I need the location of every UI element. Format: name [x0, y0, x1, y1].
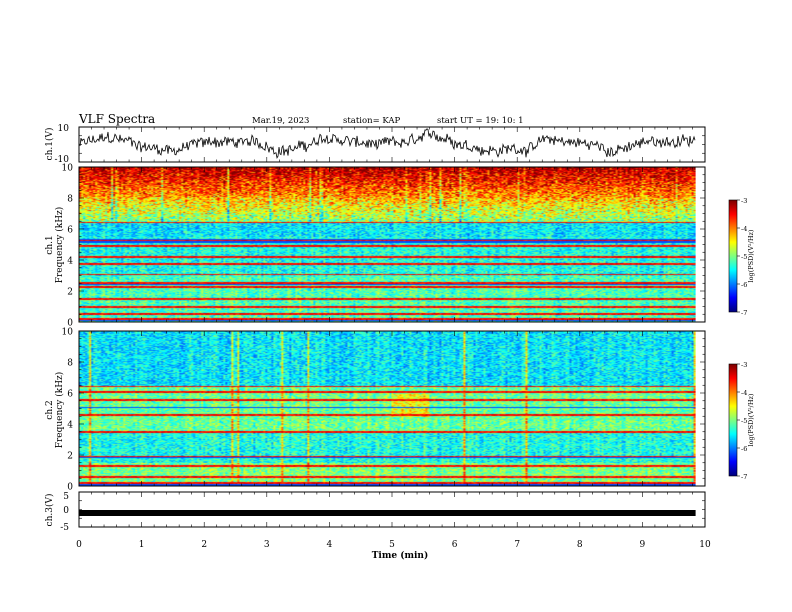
y-tick-label: 10 [62, 328, 74, 338]
ch3-ytick-mid: 0 [63, 506, 69, 516]
colorbar-tick-label: -6 [741, 281, 747, 289]
ch1-spectrogram-ylabel-freq: Frequency (kHz) [54, 207, 65, 284]
y-tick-label: 0 [67, 319, 73, 329]
x-tick-label: 5 [389, 540, 395, 550]
ch1-ytick-bottom: -10 [55, 155, 70, 165]
colorbar-tick-label: -3 [741, 197, 747, 205]
x-tick-label: 8 [577, 540, 583, 550]
ch1-spectrogram-ylabel-channel: ch.1 [45, 235, 55, 254]
y-tick-label: 6 [67, 390, 73, 400]
y-tick-label: 0 [67, 483, 73, 493]
ch2-spectrogram-ylabel-freq: Frequency (kHz) [54, 372, 65, 449]
ch1-spectrogram-image [79, 167, 696, 322]
ch1-colorbar-label: log(PSD)(V²/Hz) [747, 229, 755, 282]
x-tick-label: 7 [514, 540, 520, 550]
ch1-waveform-ylabel: ch.1(V) [44, 128, 55, 161]
ch2-colorbar-label: log(PSD)(V²/Hz) [747, 393, 755, 446]
ch3-ytick-top: 5 [63, 492, 69, 502]
y-tick-label: 6 [67, 226, 73, 236]
colorbar-tick-label: -4 [741, 389, 747, 397]
ch1-colorbar-ticks: -3 -4 -5 -6 -7 [737, 197, 747, 317]
ch2-spectrogram-image [79, 331, 696, 486]
x-tick-label: 6 [452, 540, 458, 550]
ch1-waveform-line [79, 128, 696, 159]
colorbar-tick-label: -7 [741, 309, 747, 317]
ch3-waveform-panel: 5 0 -5 ch.3(V) 0 1 2 3 4 5 6 7 8 9 10 Time (min) [44, 491, 711, 561]
x-tick-label: 4 [327, 540, 333, 550]
ch3-waveform-frame [78, 491, 706, 528]
x-tick-labels: 0 1 2 3 4 5 6 7 8 9 10 [76, 540, 711, 550]
x-tick-label: 10 [699, 540, 711, 550]
start-time-label: start UT = 19: 10: 1 [437, 116, 524, 126]
figure-title: VLF Spectra [78, 112, 155, 126]
y-tick-label: 8 [67, 359, 73, 369]
ch1-spectrogram-yticks: 0 2 4 6 8 10 [62, 164, 705, 329]
station-label: station= KAP [343, 116, 401, 126]
ch1-colorbar [729, 200, 737, 312]
colorbar-tick-label: -3 [741, 361, 747, 369]
ch2-spectrogram-yticks: 0 2 4 6 8 10 [62, 328, 705, 493]
colorbar-tick-label: -5 [741, 417, 747, 425]
x-tick-label: 3 [264, 540, 270, 550]
y-tick-label: 2 [67, 452, 73, 462]
ch2-colorbar [729, 364, 737, 476]
ch3-waveform-ylabel: ch.3(V) [44, 494, 55, 527]
y-tick-label: 10 [62, 164, 74, 174]
colorbar-tick-label: -7 [741, 473, 747, 481]
ch2-spectrogram-ylabel-channel: ch.2 [45, 400, 55, 419]
y-tick-label: 4 [67, 257, 73, 267]
y-tick-label: 2 [67, 288, 73, 298]
ch2-spectrogram-xticks [78, 331, 706, 486]
ch1-waveform-frame [78, 126, 706, 163]
ch1-waveform-panel: 10 -10 ch.1(V) [44, 124, 706, 165]
ch3-waveform-line [79, 510, 696, 516]
ch1-waveform-ticks [78, 126, 706, 163]
colorbar-tick-label: -5 [741, 253, 747, 261]
x-tick-label: 9 [640, 540, 646, 550]
x-axis-label: Time (min) [372, 550, 429, 561]
ch3-ytick-bottom: -5 [60, 523, 69, 533]
ch2-colorbar-ticks: -3 -4 -5 -6 -7 [737, 361, 747, 481]
date-label: Mar.19, 2023 [252, 116, 309, 126]
y-tick-label: 4 [67, 421, 73, 431]
x-tick-label: 0 [76, 540, 82, 550]
y-tick-label: 8 [67, 195, 73, 205]
ch1-spectrogram-xticks [78, 167, 706, 322]
ch1-ytick-top: 10 [58, 124, 70, 134]
colorbar-tick-label: -6 [741, 445, 747, 453]
x-tick-label: 1 [139, 540, 145, 550]
ch3-waveform-ticks [78, 491, 706, 528]
x-tick-label: 2 [201, 540, 207, 550]
colorbar-tick-label: -4 [741, 225, 747, 233]
